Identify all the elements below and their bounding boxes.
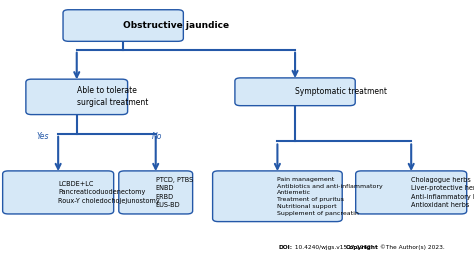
- Text: Yes: Yes: [36, 132, 49, 141]
- Text: DOI:: DOI:: [279, 245, 293, 250]
- Text: No: No: [152, 132, 162, 141]
- Text: Able to tolerate
surgical treatment: Able to tolerate surgical treatment: [77, 86, 148, 107]
- FancyBboxPatch shape: [26, 79, 128, 115]
- Text: PTCD, PTBS
ENBD
ERBD
EUS-BD: PTCD, PTBS ENBD ERBD EUS-BD: [155, 177, 193, 208]
- Text: Copyright: Copyright: [346, 245, 379, 250]
- Text: Cholagogue herbs
Liver-protective herbs
Anti-inflammatory herbs
Antioxidant herb: Cholagogue herbs Liver-protective herbs …: [411, 177, 474, 208]
- FancyBboxPatch shape: [235, 78, 355, 106]
- FancyBboxPatch shape: [356, 171, 467, 214]
- FancyBboxPatch shape: [213, 171, 342, 222]
- FancyBboxPatch shape: [3, 171, 114, 214]
- FancyBboxPatch shape: [119, 171, 192, 214]
- Text: ©The Author(s) 2023.: ©The Author(s) 2023.: [380, 245, 445, 250]
- Text: Symptomatic treatment: Symptomatic treatment: [295, 87, 387, 96]
- Text: LCBDE+LC
Pancreaticoduodenectomy
Roux-Y choledochojejunostomy: LCBDE+LC Pancreaticoduodenectomy Roux-Y …: [58, 181, 160, 204]
- FancyBboxPatch shape: [63, 10, 183, 41]
- Text: Pain management
Antibiotics and anti-inflammatory
Antiemetic
Treatment of prurit: Pain management Antibiotics and anti-inf…: [277, 177, 383, 216]
- Text: 10.4240/wjgs.v15.i7.1262: 10.4240/wjgs.v15.i7.1262: [293, 245, 373, 250]
- Text: Obstructive jaundice: Obstructive jaundice: [123, 21, 229, 30]
